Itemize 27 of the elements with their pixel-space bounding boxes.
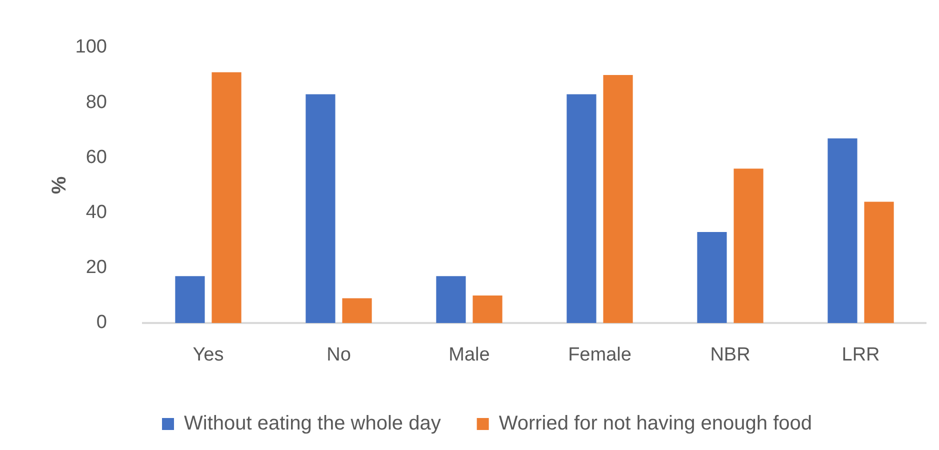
y-axis-title: % — [48, 176, 71, 194]
x-tick-label: No — [326, 344, 351, 366]
y-tick-label: 40 — [86, 202, 107, 223]
y-tick-label: 100 — [75, 36, 107, 58]
bar — [734, 168, 764, 323]
x-tick-label: Male — [448, 344, 490, 366]
bar — [436, 276, 466, 323]
bar — [472, 295, 502, 323]
bar — [175, 276, 205, 323]
bar — [828, 138, 858, 323]
y-tick-label: 20 — [86, 257, 107, 278]
bar — [864, 202, 894, 323]
bar — [212, 72, 242, 323]
x-tick-label: Female — [568, 344, 632, 366]
bar — [697, 232, 727, 323]
y-tick-label: 80 — [86, 92, 107, 113]
bar — [306, 94, 336, 323]
x-tick-label: Yes — [192, 344, 224, 366]
x-tick-label: NBR — [710, 344, 750, 366]
legend-label: Worried for not having enough food — [498, 412, 812, 435]
legend-label: Without eating the whole day — [184, 412, 441, 435]
bar — [603, 74, 633, 323]
bar — [342, 298, 372, 323]
y-tick-label: 60 — [86, 146, 107, 168]
bar — [566, 94, 596, 323]
x-tick-label: LRR — [842, 344, 880, 366]
y-tick-label: 0 — [96, 312, 107, 334]
